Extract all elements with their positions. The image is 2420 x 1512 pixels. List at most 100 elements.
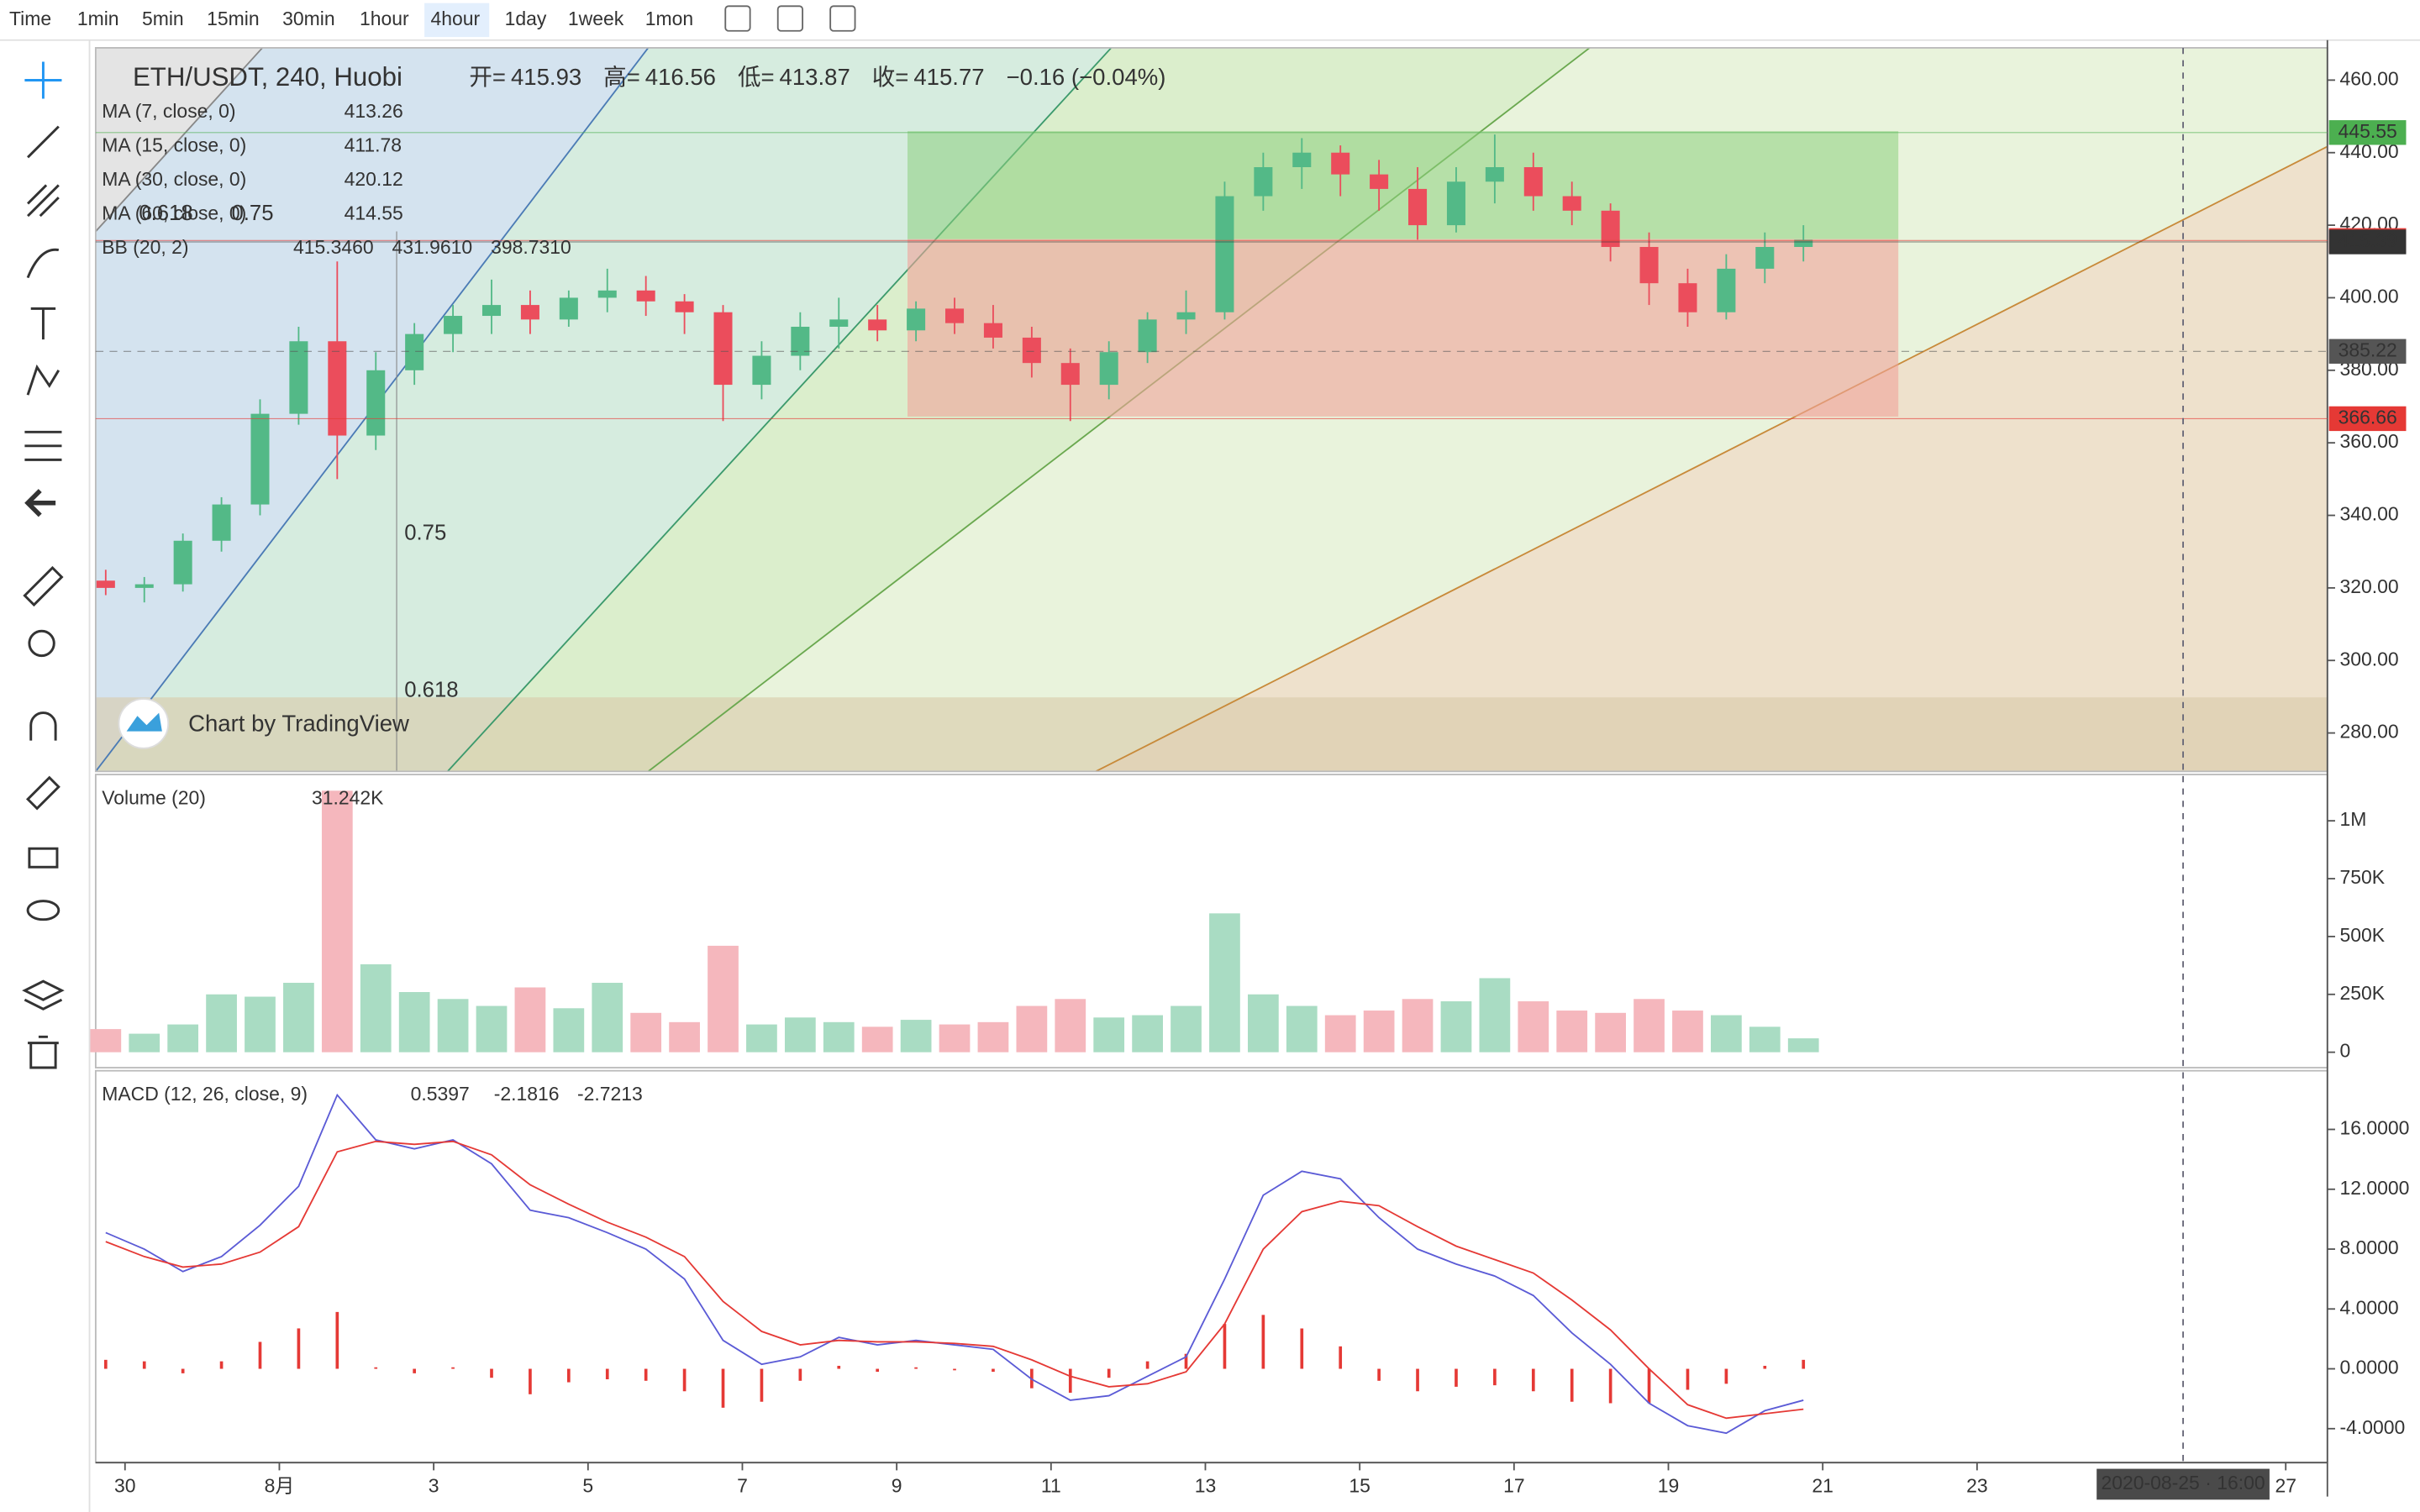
price-badge: [2328, 229, 2407, 255]
delete-tool[interactable]: [28, 1035, 59, 1069]
ohlc-value: 415.93: [511, 64, 581, 90]
price-badge-label: 415.39: [2338, 229, 2397, 251]
candle-body: [520, 305, 539, 320]
indicator-name: MA (15, close, 0): [102, 134, 246, 156]
fan-zone: [95, 47, 1112, 772]
profit-zone: [908, 131, 1899, 239]
charts: 280.00300.00320.00340.00360.00380.00400.…: [90, 39, 2409, 1500]
volume-bar: [1402, 999, 1434, 1053]
back-tool[interactable]: [24, 489, 56, 517]
y-tick-label: 460.00: [2339, 67, 2398, 89]
volume-bar: [746, 1024, 777, 1053]
price-badge: [2328, 339, 2407, 364]
x-tick-label: 11: [1041, 1475, 1061, 1497]
crosshair-tool[interactable]: [24, 61, 62, 99]
candle-body: [713, 312, 733, 386]
candle-body: [289, 341, 308, 414]
volume-bar: [1518, 1001, 1549, 1053]
volume-bar: [1248, 994, 1279, 1053]
interval-button[interactable]: 1day: [505, 8, 547, 29]
candle-body: [945, 308, 965, 323]
candle-body: [1794, 239, 1813, 247]
x-tick-label: 30: [114, 1475, 136, 1497]
y-tick-label: 400.00: [2339, 286, 2398, 307]
volume-bar: [1171, 1005, 1202, 1053]
x-tick-label: 21: [1812, 1475, 1833, 1497]
drawings: [95, 47, 2328, 773]
text-tool[interactable]: [30, 307, 56, 340]
volume-bar: [669, 1021, 700, 1053]
x-tick-label: 9: [892, 1475, 902, 1497]
y-tick-label: 300.00: [2339, 648, 2398, 669]
line-tool[interactable]: [27, 125, 60, 159]
volume-bar: [630, 1012, 662, 1053]
candle-body: [405, 333, 424, 370]
ohlc-label: 收=: [872, 64, 909, 90]
interval-button[interactable]: 1mon: [645, 8, 693, 29]
macd-line: [105, 1140, 1804, 1420]
magnet-tool[interactable]: [29, 711, 57, 741]
candle-body: [1099, 352, 1118, 386]
pitchfork-tool[interactable]: [27, 184, 60, 218]
interval-button[interactable]: 1week: [568, 8, 624, 29]
volume-bar: [1479, 978, 1511, 1053]
candle-body: [1060, 363, 1080, 386]
volume-bar: [1595, 1012, 1626, 1053]
interval-button[interactable]: 5min: [142, 8, 184, 29]
x-tick-label: 17: [1503, 1475, 1525, 1497]
interval-button[interactable]: Time: [9, 8, 51, 29]
interval-button[interactable]: 1hour: [360, 8, 409, 29]
ruler-tool[interactable]: [23, 565, 64, 607]
lock-draw-tool[interactable]: [25, 775, 60, 811]
indicator-name: MA (7, close, 0): [102, 100, 235, 122]
volume-bar: [1787, 1038, 1819, 1053]
brush-tool[interactable]: [26, 248, 60, 279]
volume-bar: [1093, 1017, 1125, 1053]
fib-zone: [95, 697, 2328, 772]
price-badge: [2328, 406, 2407, 432]
interval-button[interactable]: 1min: [77, 8, 119, 29]
candle-body: [1678, 283, 1697, 312]
zoom-tool[interactable]: [28, 629, 55, 658]
candle-body: [481, 305, 502, 317]
interval-button[interactable]: 15min: [207, 8, 259, 29]
candle-body: [791, 326, 810, 356]
ohlc-value: 415.77: [913, 64, 984, 90]
x-tick-label: 3: [429, 1475, 439, 1497]
interval-button[interactable]: 30min: [282, 8, 334, 29]
volume-bar: [360, 963, 392, 1053]
ohlc-label: 开=: [469, 64, 506, 90]
pattern-tool[interactable]: [26, 364, 60, 396]
candle-body: [1639, 246, 1659, 284]
volume-bar: [514, 987, 546, 1053]
volume-bar: [437, 999, 469, 1053]
toolbar-button[interactable]: [829, 5, 856, 32]
toolbar-button[interactable]: [724, 5, 751, 32]
indicator-value: 413.26: [345, 100, 403, 122]
fib-tool[interactable]: [24, 430, 62, 461]
candle-body: [1022, 337, 1041, 364]
candle-body: [173, 540, 192, 585]
toolbar-button[interactable]: [776, 5, 804, 32]
fan-line: [1095, 145, 2328, 773]
volume-bar: [592, 982, 623, 1053]
candle-body: [1446, 181, 1465, 226]
left-toolbar[interactable]: [22, 61, 65, 1069]
candle-body: [212, 504, 231, 541]
layers-tool[interactable]: [22, 979, 65, 1011]
unlock-tool[interactable]: [28, 847, 59, 869]
visibility-tool[interactable]: [26, 900, 60, 921]
candle-body: [868, 319, 887, 331]
fib-label: 0.618: [404, 679, 458, 702]
y-tick-label: 12.0000: [2339, 1177, 2409, 1199]
x-tick-label: 13: [1195, 1475, 1217, 1497]
interval-button[interactable]: 4hour: [430, 8, 480, 29]
candle-body: [636, 290, 655, 302]
volume-bar: [90, 1029, 122, 1053]
candle-body: [1523, 166, 1543, 197]
candle-body: [1254, 166, 1273, 197]
price-badge-label: 385.22: [2338, 339, 2397, 360]
y-tick-label: 250K: [2339, 982, 2385, 1004]
symbol-title: ETH/USDT, 240, Huobi: [133, 62, 402, 92]
y-tick-label: 320.00: [2339, 575, 2398, 597]
